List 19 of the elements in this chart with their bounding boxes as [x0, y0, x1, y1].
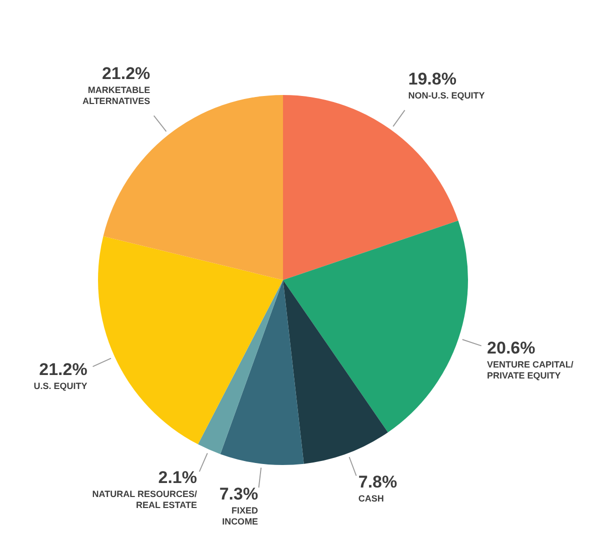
slice-label: NATURAL RESOURCES/ REAL ESTATE: [92, 489, 198, 510]
data-label: 21.2%: [39, 360, 88, 380]
data-label: 20.6%: [487, 338, 536, 358]
slice-label: NON-U.S. EQUITY: [408, 90, 485, 100]
pie-slice: [220, 280, 304, 465]
slice-label: FIXED INCOME: [222, 506, 259, 527]
data-label: 2.1%: [158, 468, 197, 488]
data-label: 7.3%: [219, 484, 258, 504]
pie-slice: [283, 220, 468, 432]
data-label: 19.8%: [408, 69, 456, 88]
slice-label: MARKETABLE ALTERNATIVES: [82, 84, 150, 106]
slice-label: CASH: [358, 493, 384, 504]
data-label: 7.8%: [358, 472, 398, 492]
slice-label: VENTURE CAPITAL/ PRIVATE EQUITY: [487, 360, 574, 381]
pie-slice: [98, 236, 283, 444]
pie-slice: [283, 280, 388, 464]
slice-label: U.S. EQUITY: [34, 381, 88, 392]
data-label: 21.2%: [102, 64, 150, 83]
pie-slice: [198, 280, 283, 454]
